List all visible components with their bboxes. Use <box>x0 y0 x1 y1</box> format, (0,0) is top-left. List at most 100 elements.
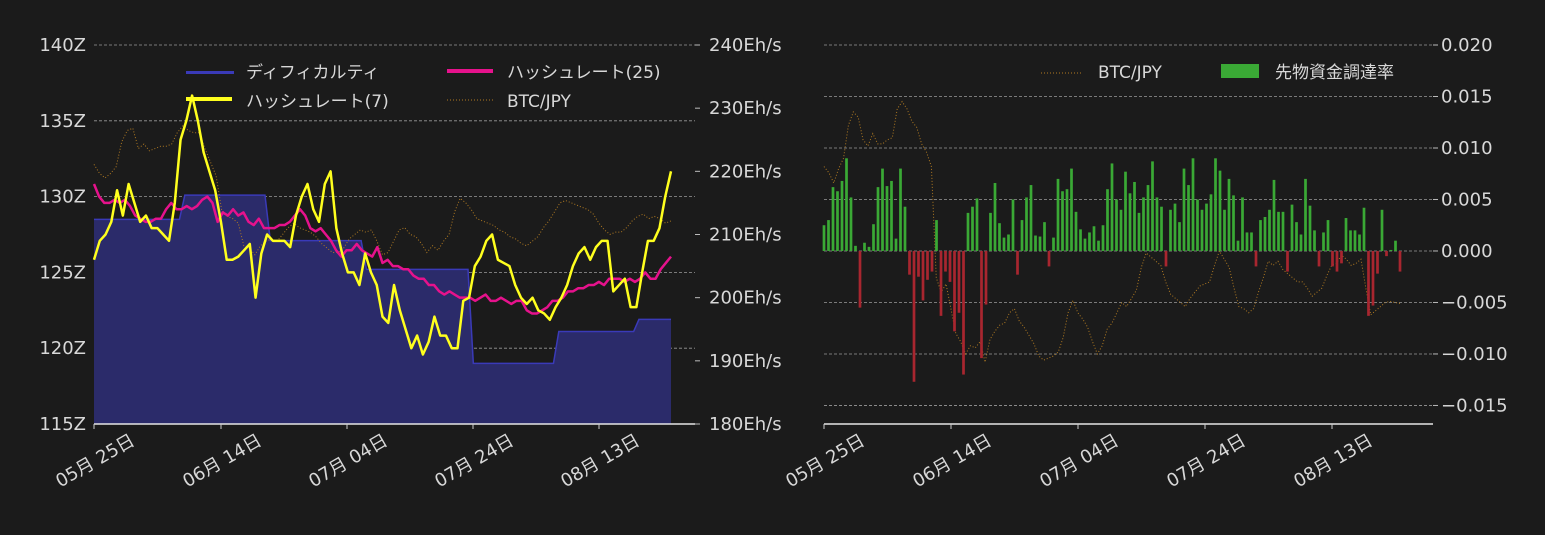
btcjpy-line <box>823 100 1401 363</box>
funding-rate-bar <box>1020 220 1024 251</box>
funding-rate-bar <box>899 168 902 251</box>
funding-rate-bar <box>1160 206 1163 251</box>
funding-rate-bar <box>1151 161 1154 251</box>
funding-rate-bar <box>921 250 925 301</box>
funding-rate-bar <box>935 220 938 251</box>
funding-rate-bar <box>867 246 871 251</box>
funding-rate-bar <box>1344 218 1348 251</box>
funding-rate-bar <box>1119 209 1123 251</box>
right-x-tick-label: 07月 24日 <box>1163 430 1249 492</box>
left-axes: 140Z 135Z 130Z 125Z 120Z 115Z 240Eh/s 230Eh/s 22… <box>39 35 781 492</box>
funding-rate-bar <box>1011 199 1015 251</box>
funding-rate-bar <box>1088 232 1091 251</box>
funding-rate-bar <box>1065 189 1069 251</box>
difficulty-area-fill <box>94 195 671 424</box>
funding-rate-bar <box>1047 250 1051 267</box>
funding-rate-bar <box>1376 250 1379 274</box>
left-x-tick-label: 08月 13日 <box>557 430 643 492</box>
funding-rate-bar <box>1124 171 1127 251</box>
legend-swatch-hashrate-25 <box>447 69 493 73</box>
right-gridlines <box>824 44 1433 406</box>
funding-rate-bar <box>1097 240 1100 251</box>
right-x-tick-label: 08月 13日 <box>1290 430 1376 492</box>
funding-rate-bar <box>1061 191 1064 251</box>
funding-rate-bar <box>1110 163 1114 251</box>
funding-rate-bar <box>1115 199 1118 251</box>
funding-rate-bar <box>827 220 830 251</box>
funding-rate-bar <box>953 250 956 332</box>
funding-rate-bar <box>1101 225 1105 251</box>
funding-rate-bar <box>876 187 880 251</box>
funding-rate-bar <box>1146 185 1150 251</box>
funding-rate-bar <box>1079 229 1082 251</box>
funding-rate-bar <box>998 223 1001 251</box>
btcjpy-line-right <box>823 100 1401 363</box>
funding-rate-bar <box>1250 232 1253 251</box>
funding-rate-bar <box>1277 211 1280 251</box>
funding-rate-bar <box>1353 230 1357 251</box>
funding-rate-bar <box>1362 207 1366 251</box>
funding-rate-bar <box>980 250 983 359</box>
funding-rate-bar <box>993 183 997 251</box>
funding-rate-bar <box>903 206 907 251</box>
funding-rate-bar <box>1313 230 1316 251</box>
funding-rate-bar <box>971 206 974 251</box>
left-y-tick-label: 130Z <box>39 187 86 208</box>
left-y2-tick-label: 190Eh/s <box>709 351 782 372</box>
funding-rate-bar <box>966 212 970 251</box>
funding-rate-bar <box>944 250 947 272</box>
funding-rate-bar <box>1394 240 1397 251</box>
funding-rate-bar <box>939 250 943 316</box>
difficulty-line <box>94 194 671 365</box>
funding-rate-bar <box>1052 237 1055 251</box>
funding-rate-bar <box>1254 250 1258 267</box>
funding-rate-bar <box>1272 179 1276 251</box>
funding-rate-bar <box>849 197 853 251</box>
hashrate-7-line <box>92 94 673 356</box>
left-legend: ディフィカルティ ハッシュレート(25) ハッシュレート(7) BTC/JPY <box>186 62 661 112</box>
funding-rate-bar <box>1385 250 1388 257</box>
funding-rate-bar <box>912 250 916 382</box>
left-y-tick-label: 115Z <box>39 414 86 435</box>
funding-rate-bar <box>975 198 979 251</box>
legend-swatch-hashrate-7 <box>186 97 232 101</box>
funding-rate-bar <box>863 242 866 251</box>
funding-rate-bar <box>881 168 884 251</box>
funding-rate-bar <box>1286 250 1289 272</box>
right-x-tick-label: 05月 25日 <box>782 430 868 492</box>
funding-rate-bar <box>1128 193 1132 251</box>
right-x-tick-label: 06月 14日 <box>909 430 995 492</box>
funding-rate-bar <box>957 250 961 313</box>
right-y-tick-label: −0.010 <box>1441 344 1508 365</box>
funding-rate-bar <box>1223 209 1226 251</box>
funding-rate-bar <box>1169 209 1172 251</box>
funding-rate-bar <box>1164 250 1168 267</box>
funding-rate-bar <box>1196 199 1199 251</box>
left-x-tick-label: 07月 04日 <box>305 430 391 492</box>
funding-rate-bar <box>984 250 988 305</box>
right-y-tick-label: −0.015 <box>1441 395 1508 416</box>
funding-rate-bar <box>840 180 844 251</box>
left-x-tick-label: 07月 24日 <box>431 430 517 492</box>
funding-rate-bar <box>1137 212 1141 251</box>
funding-rate-bar <box>962 250 965 375</box>
left-chart: 140Z 135Z 130Z 125Z 120Z 115Z 240Eh/s 230Eh/s 22… <box>39 35 781 492</box>
funding-rate-bar <box>1034 235 1037 251</box>
funding-rate-bar <box>989 212 992 251</box>
legend-label-funding-rate: 先物資金調達率 <box>1275 63 1394 83</box>
funding-rate-bar <box>845 158 848 251</box>
funding-rate-bar <box>1173 203 1177 251</box>
funding-rate-bar <box>930 250 934 272</box>
funding-rate-bar <box>1335 250 1339 272</box>
funding-rate-bar <box>1340 250 1343 264</box>
right-y-tick-label: −0.005 <box>1441 292 1508 313</box>
left-series-lines <box>92 94 673 356</box>
funding-rate-bar <box>1043 222 1046 251</box>
funding-rate-bar <box>858 250 862 308</box>
funding-rate-bar <box>1227 178 1231 251</box>
funding-rate-bar <box>1182 168 1186 251</box>
right-y-tick-label: 0.015 <box>1441 86 1493 107</box>
funding-rate-bar <box>1178 222 1181 251</box>
right-y-tick-label: 0.010 <box>1441 138 1493 159</box>
